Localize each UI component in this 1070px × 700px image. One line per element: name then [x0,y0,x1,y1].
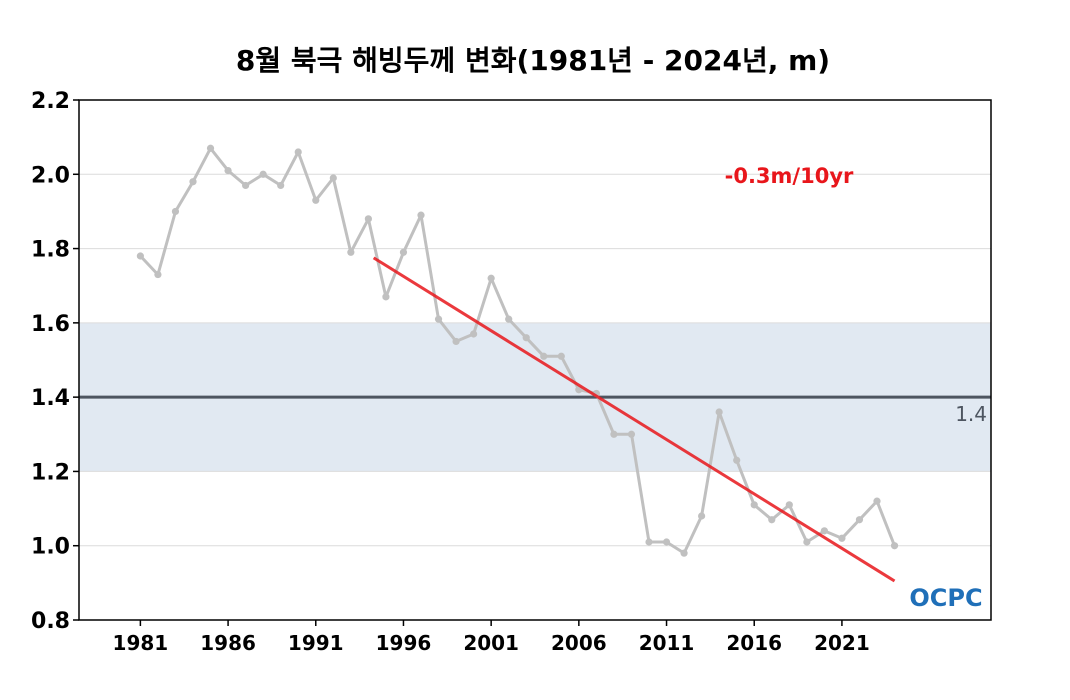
data-point [382,293,390,301]
x-tick-label: 1996 [376,631,432,655]
data-point [312,196,320,204]
data-point [277,181,285,190]
axes: 0.8 1.0 1.2 1.4 1.6 1.8 2.0 2.2 1981 1986 1991 1996… [31,89,992,655]
y-tick-label: 0.8 [31,609,70,634]
data-point [364,215,372,223]
data-point [329,174,337,182]
data-point [259,170,267,178]
y-tick-label: 1.8 [31,238,70,263]
chart-title: 8월 북극 해빙두께 변화(1981년 - 2024년, m) [236,44,830,77]
x-tick-label: 2016 [726,631,782,655]
data-point [855,516,864,524]
data-point [733,456,741,464]
data-point [171,207,180,216]
data-point [540,352,548,360]
series-layer [136,144,899,557]
reference-label: 1.4 [955,402,987,426]
data-point [785,501,793,509]
data-point [136,252,144,260]
data-point [434,315,443,323]
x-tick-label: 2011 [639,631,695,655]
data-point [715,408,723,416]
data-point [417,211,425,219]
y-tick-label: 1.0 [31,535,70,560]
data-point [224,166,232,175]
data-point [470,330,478,338]
plot-frame [78,99,992,621]
data-point [522,334,530,342]
data-point [873,497,881,505]
x-tick-label: 1991 [288,631,344,655]
y-tick-label: 1.2 [31,460,70,485]
data-point [838,534,846,542]
data-point [645,538,653,546]
data-point [452,337,460,346]
y-tick-label: 2.2 [31,89,70,114]
data-point [750,501,758,509]
data-point [680,549,688,557]
data-point [294,148,302,156]
ocpc-logo: OCPC [909,584,982,612]
data-point [610,430,618,438]
y-tick-label: 2.0 [31,163,70,188]
x-tick-label: 2001 [463,631,519,655]
data-point [347,248,355,256]
data-point [242,181,250,190]
x-tick-label: 2006 [551,631,607,655]
trend-layer [372,256,896,583]
data-point [627,430,636,438]
data-point [154,270,162,279]
x-tick-label: 1986 [200,631,256,655]
y-tick-label: 1.4 [31,386,70,411]
data-point [505,315,513,323]
data-point [803,538,811,546]
data-point [820,527,828,535]
y-tick-label: 1.6 [31,312,70,337]
data-point [662,538,671,546]
x-tick-label: 1981 [113,631,169,655]
data-point [768,516,776,524]
trend-label: -0.3m/10yr [725,164,854,188]
data-point [557,352,565,360]
data-point [698,512,706,520]
trend-line [372,256,896,583]
data-point [206,144,215,152]
data-point [487,274,495,282]
data-point [189,178,197,186]
data-point [890,542,899,550]
x-tick-label: 2021 [814,631,870,655]
data-point [399,248,408,256]
